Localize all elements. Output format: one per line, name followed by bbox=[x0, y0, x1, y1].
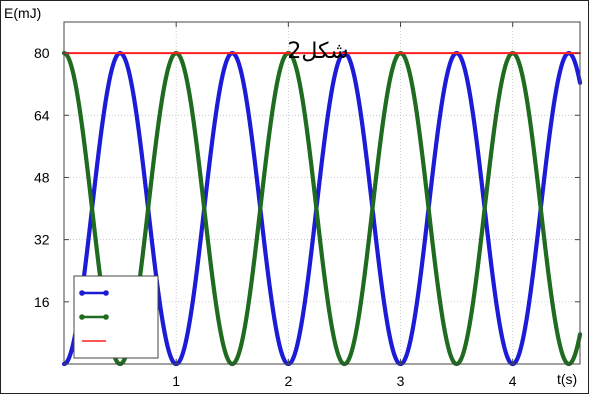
y-tick-label: 48 bbox=[34, 169, 50, 185]
y-tick-label: 80 bbox=[34, 45, 50, 61]
legend-marker bbox=[79, 290, 85, 296]
y-tick-label: 16 bbox=[34, 294, 50, 310]
legend-marker bbox=[103, 314, 109, 320]
y-axis-label: E(mJ) bbox=[4, 5, 41, 21]
x-axis-label: t(s) bbox=[557, 371, 577, 387]
x-tick-label: 3 bbox=[397, 373, 405, 389]
x-tick-label: 2 bbox=[284, 373, 292, 389]
plot-frame bbox=[63, 21, 581, 365]
series-line-2 bbox=[61, 50, 583, 367]
legend-marker bbox=[79, 314, 85, 320]
legend-marker bbox=[103, 290, 109, 296]
y-tick-label: 32 bbox=[34, 232, 50, 248]
x-tick-label: 1 bbox=[172, 373, 180, 389]
y-tick-label: 64 bbox=[34, 107, 50, 123]
series-line-1 bbox=[61, 50, 583, 367]
chart-title: شكل2 bbox=[287, 39, 348, 64]
x-tick-label: 4 bbox=[509, 373, 517, 389]
